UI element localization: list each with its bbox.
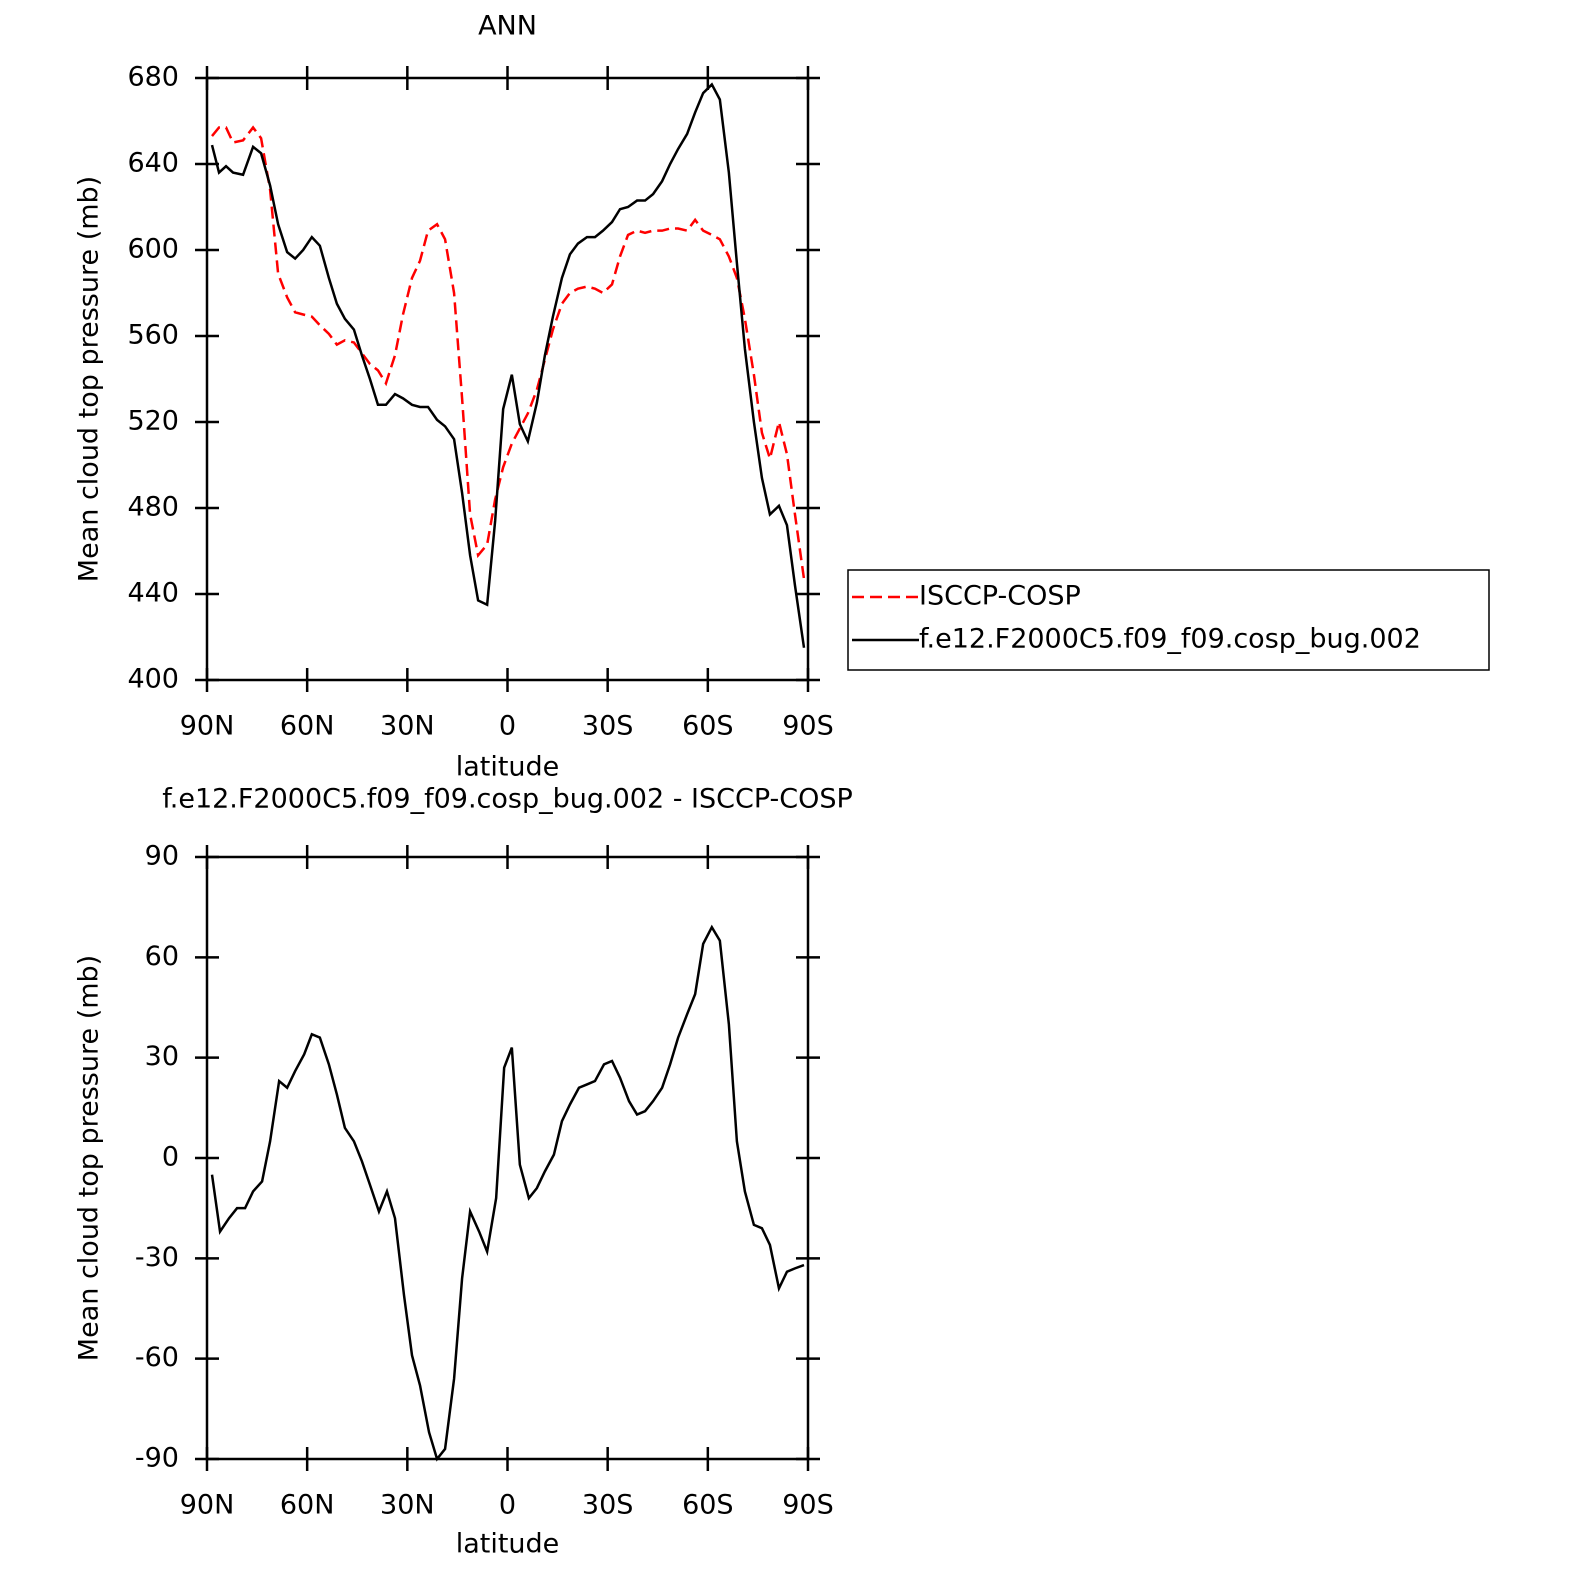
chart-title: ANN: [478, 11, 537, 42]
y-axis-label: Mean cloud top pressure (mb): [74, 176, 105, 582]
data-line: [211, 125, 806, 580]
y-tick-label: 600: [127, 234, 179, 265]
y-tick-label: 90: [145, 841, 179, 872]
x-tick-label: 0: [499, 1490, 516, 1521]
plot-frame: [205, 76, 810, 682]
x-tick-label: 60S: [682, 711, 734, 742]
y-tick-label: 640: [127, 148, 179, 179]
data-line: [210, 924, 805, 1462]
y-tick-label: 440: [127, 578, 179, 609]
y-tick-label: 680: [127, 62, 179, 93]
x-tick-label: 0: [499, 711, 516, 742]
x-tick-label: 30N: [380, 1490, 435, 1521]
x-tick-label: 30S: [582, 711, 634, 742]
x-tick-label: 90S: [782, 711, 834, 742]
chart-title: f.e12.F2000C5.f09_f09.cosp_bug.002 - ISC…: [162, 784, 853, 815]
legend-label: f.e12.F2000C5.f09_f09.cosp_bug.002: [919, 624, 1421, 655]
y-tick-label: 0: [162, 1142, 179, 1173]
y-tick-label: -60: [135, 1342, 179, 1373]
x-tick-label: 60S: [682, 1490, 734, 1521]
x-tick-label: 30N: [380, 711, 435, 742]
data-line: [210, 82, 806, 648]
x-tick-label: 60N: [280, 1490, 335, 1521]
y-tick-label: -30: [135, 1242, 179, 1273]
x-axis-label: latitude: [456, 752, 560, 783]
y-axis-label: Mean cloud top pressure (mb): [74, 955, 105, 1361]
y-tick-label: 30: [145, 1041, 179, 1072]
x-tick-label: 90N: [180, 1490, 235, 1521]
y-tick-label: 480: [127, 492, 179, 523]
legend: ISCCP-COSP f.e12.F2000C5.f09_f09.cosp_bug…: [847, 569, 1490, 671]
legend-label: ISCCP-COSP: [919, 581, 1081, 612]
y-tick-label: 520: [127, 406, 179, 437]
x-tick-label: 30S: [582, 1490, 634, 1521]
legend-box: [847, 569, 1490, 671]
y-tick-label: 60: [145, 941, 179, 972]
plot-frame: [205, 855, 810, 1461]
y-tick-label: -90: [135, 1443, 179, 1474]
x-tick-label: 90N: [180, 711, 235, 742]
y-tick-label: 400: [127, 664, 179, 695]
x-tick-label: 60N: [280, 711, 335, 742]
x-axis-label: latitude: [456, 1529, 560, 1560]
y-tick-label: 560: [127, 320, 179, 351]
x-tick-label: 90S: [782, 1490, 834, 1521]
